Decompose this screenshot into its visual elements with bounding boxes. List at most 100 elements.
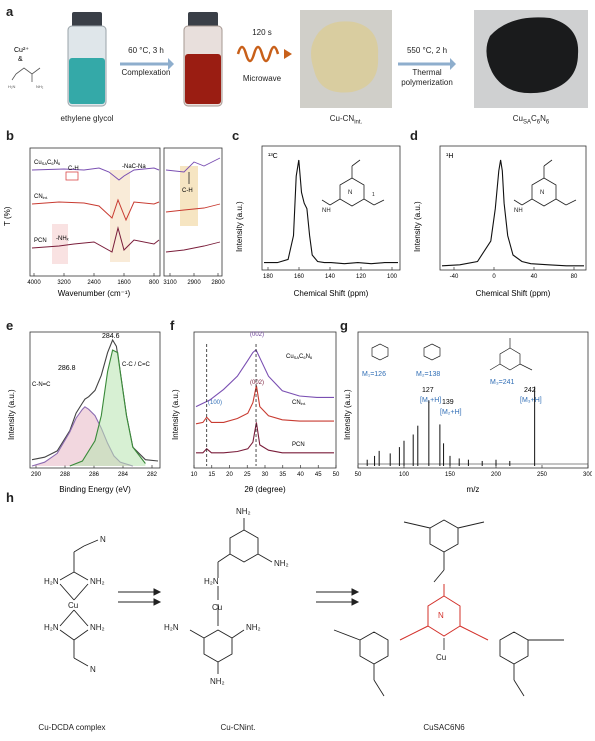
panel-d-nmr1h: Intensity (a.u.) Chemical Shift (ppm) ¹H… (410, 140, 590, 298)
e-peak1-value: 286.8 (58, 365, 76, 372)
e-peak-cc-area (69, 350, 146, 466)
b-series-2: CNint. (34, 194, 48, 200)
step3-name-1: Thermal (412, 68, 442, 77)
g-x-tick-label: 100 (399, 472, 410, 478)
svg-text:NH₂: NH₂ (210, 677, 225, 686)
h-arrows-1 (118, 588, 162, 606)
svg-text:H₂N: H₂N (44, 577, 59, 586)
dcda-molecule-sketch: Cu²⁺ & H₂N NH₂ (6, 44, 54, 96)
panel-b-label: b (6, 128, 14, 143)
b-annot-ch: C-H (68, 166, 79, 172)
b-x-tick-label: 4000 (27, 280, 41, 286)
c-x-tick-label: 140 (325, 274, 336, 280)
svg-text:NH₂: NH₂ (36, 84, 44, 89)
vial-ethylene-glycol (60, 12, 114, 108)
d-x-tick-label: 40 (531, 274, 538, 280)
svg-text:1: 1 (372, 192, 375, 198)
panel-c-label: c (232, 128, 240, 143)
c-x-tick-label: 160 (294, 274, 305, 280)
b-x-tick-label: 800 (149, 280, 160, 286)
b-annot-nh: -NHₓ (56, 236, 69, 242)
f-ylabel: Intensity (a.u.) (171, 389, 180, 440)
ampersand-label: & (18, 56, 23, 63)
step3-name-2: polymerization (401, 78, 453, 87)
svg-text:H₂N: H₂N (8, 84, 15, 89)
b-xticks-right: 3100 2900 2800 (163, 273, 225, 286)
f-series-cnint (195, 385, 334, 425)
panel-h-scheme: H₂N NH₂ Cu H₂N NH₂ N N NH₂ NH₂ H₂N Cu NH₂ H… (4, 500, 592, 736)
c-x-tick-label: 180 (263, 274, 274, 280)
svg-text:NH₂: NH₂ (236, 507, 251, 516)
e-ylabel: Intensity (a.u.) (7, 389, 16, 440)
c-ylabel: Intensity (a.u.) (235, 201, 244, 252)
f-x-tick-label: 50 (333, 472, 340, 478)
b-x2-tick-label: 3100 (163, 280, 177, 286)
d-x-tick-label: 0 (492, 274, 496, 280)
b-series-3: PCN (34, 238, 47, 244)
f-x-tick-label: 35 (279, 472, 286, 478)
svg-text:NH₂: NH₂ (246, 623, 261, 632)
d-ylabel: Intensity (a.u.) (413, 201, 422, 252)
step2-name: Microwave (242, 74, 282, 83)
g-ylabel: Intensity (a.u.) (343, 389, 352, 440)
e-x-tick-label: 290 (31, 472, 42, 478)
d-nucleus: ¹H (446, 153, 453, 160)
panel-g-ms: Intensity (a.u.) m/z 50 100 150 200 250 300 M… (340, 326, 592, 494)
panel-b-ftir: T (%) 4000 3200 2400 1600 800 3100 2900 2800 W… (4, 140, 226, 298)
h-core-ring (399, 584, 489, 641)
f-x-tick-label: 30 (262, 472, 269, 478)
f-series-pcn (196, 422, 334, 454)
cu-ion-label: Cu²⁺ (14, 47, 29, 54)
svg-text:NH₂: NH₂ (90, 577, 105, 586)
d-x-tick-label: 80 (571, 274, 578, 280)
panel-e-xps: Intensity (a.u.) Binding Energy (eV) 290… (4, 326, 164, 494)
svg-text:Cu: Cu (436, 653, 446, 662)
g-peak2-mz: 139 (442, 399, 454, 406)
svg-text:N: N (438, 611, 444, 620)
svg-text:N: N (348, 190, 352, 196)
svg-text:H₂N: H₂N (204, 577, 219, 586)
f-xlabel: 2θ (degree) (244, 485, 286, 494)
h-caption-3: CuSAC6N6 (423, 723, 465, 732)
f-peak-002-top: (002) (250, 332, 264, 338)
g-x-tick-label: 250 (537, 472, 548, 478)
svg-text:NH₂: NH₂ (274, 559, 289, 568)
c-nucleus: ¹³C (268, 153, 278, 160)
g-mass-2: M₂=138 (416, 371, 440, 378)
b-x-tick-label: 2400 (87, 280, 101, 286)
h-arrows-2 (316, 588, 360, 606)
d-structure (513, 159, 577, 207)
g-structures (371, 338, 533, 371)
svg-text:H₂N: H₂N (44, 623, 59, 632)
g-x-tick-label: 300 (583, 472, 592, 478)
product1-caption: Cu-CNint. (329, 114, 363, 126)
svg-text:H₂N: H₂N (164, 623, 179, 632)
e-peak2-name: C-C / C=C (122, 362, 151, 368)
svg-text:Cu: Cu (68, 601, 78, 610)
svg-text:Cu: Cu (212, 603, 222, 612)
step1-conditions: 60 °C, 3 h (128, 46, 164, 55)
step3-conditions: 550 °C, 2 h (406, 46, 448, 55)
e-x-tick-label: 286 (89, 472, 100, 478)
vial-caption: ethylene glycol (60, 114, 114, 123)
g-peak2-ion: [M₂+H] (440, 409, 462, 416)
b-series-1: CuSAC6N6 (34, 160, 61, 166)
panel-e-label: e (6, 318, 14, 333)
f-series-2: CNint. (292, 400, 306, 406)
svg-text:N: N (90, 665, 96, 674)
f-x-tick-label: 20 (226, 472, 233, 478)
c-spectrum-line (264, 159, 398, 265)
panel-d-label: d (410, 128, 418, 143)
d-x-tick-label: -40 (450, 274, 459, 280)
c-structure (321, 159, 385, 207)
panel-f-label: f (170, 318, 175, 333)
h-cu-dcda (59, 539, 99, 667)
g-x-tick-label: 50 (355, 472, 362, 478)
e-x-tick-label: 282 (147, 472, 158, 478)
f-series-1: CuSAC6N6 (286, 354, 313, 360)
b-annot-nacnn: -NaC-Na (122, 164, 146, 170)
g-peak1-ion: [M₁+H] (420, 397, 441, 404)
e-xlabel: Binding Energy (eV) (59, 485, 131, 494)
b-x2-tick-label: 2800 (211, 280, 225, 286)
b-ylabel: T (%) (4, 206, 12, 226)
